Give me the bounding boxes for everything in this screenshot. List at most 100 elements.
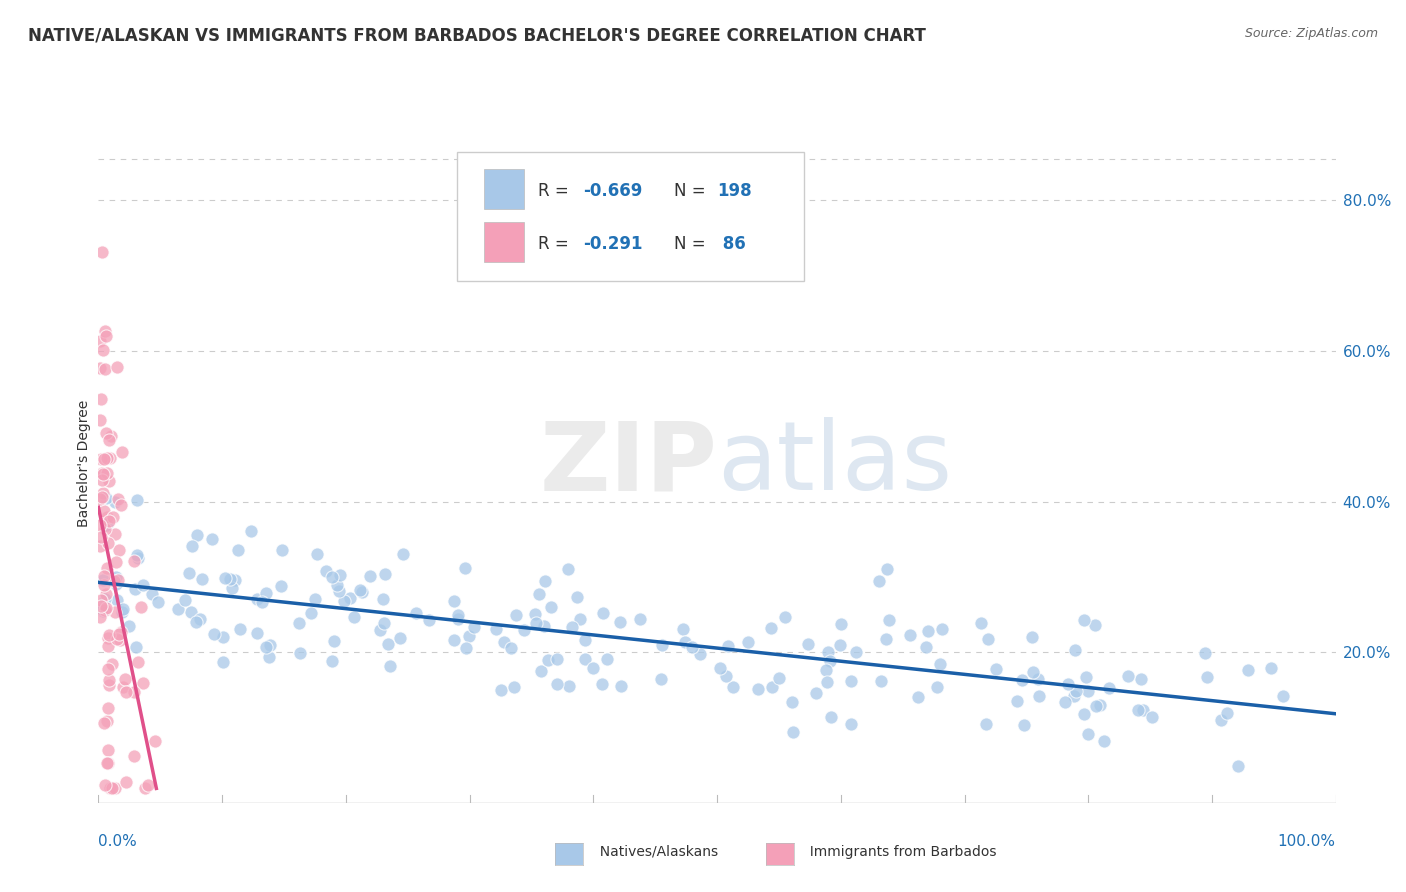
Point <box>288 646 311 660</box>
Point <box>1073 613 1095 627</box>
Point <box>93 504 115 518</box>
Text: Immigrants from Barbados: Immigrants from Barbados <box>801 845 997 859</box>
Bar <box>485 169 524 210</box>
Point <box>325 578 347 592</box>
Point <box>371 591 394 606</box>
Point <box>93 716 115 731</box>
Point <box>90 392 112 407</box>
Point <box>1077 684 1099 698</box>
Point <box>1057 677 1080 691</box>
Point <box>815 674 838 689</box>
Point <box>124 582 146 596</box>
Point <box>1007 693 1029 707</box>
Point <box>114 775 136 789</box>
Point <box>359 569 381 583</box>
Point <box>970 615 993 630</box>
Point <box>628 611 651 625</box>
Point <box>350 585 373 599</box>
Point <box>1026 672 1049 686</box>
Point <box>107 593 129 607</box>
Point <box>533 619 555 633</box>
Point <box>315 564 337 578</box>
Point <box>90 473 112 487</box>
Point <box>108 543 131 558</box>
Text: R =: R = <box>537 235 574 253</box>
Point <box>122 554 145 568</box>
Point <box>505 608 527 623</box>
Point <box>89 610 111 624</box>
Point <box>188 612 211 626</box>
Point <box>1064 642 1087 657</box>
Point <box>93 578 115 592</box>
Point <box>141 587 163 601</box>
Point <box>103 510 125 524</box>
Point <box>228 622 250 636</box>
Point <box>817 645 839 659</box>
Text: R =: R = <box>537 182 574 200</box>
Point <box>761 680 783 694</box>
Point <box>107 573 129 587</box>
Point <box>1211 713 1233 727</box>
Point <box>97 678 120 692</box>
Point <box>651 638 673 652</box>
Point <box>97 756 120 771</box>
Point <box>1088 698 1111 712</box>
Point <box>181 539 204 553</box>
Point <box>1092 734 1115 748</box>
Point <box>591 677 613 691</box>
Point <box>96 491 118 506</box>
Text: -0.669: -0.669 <box>583 182 643 200</box>
Point <box>898 628 921 642</box>
Point <box>100 780 122 795</box>
Point <box>91 490 114 504</box>
Point <box>127 548 149 562</box>
Point <box>1077 726 1099 740</box>
Point <box>104 527 127 541</box>
Point <box>89 360 111 375</box>
Point <box>768 671 790 685</box>
Point <box>454 640 477 655</box>
Point <box>689 647 711 661</box>
Point <box>132 676 155 690</box>
Point <box>328 568 350 582</box>
Point <box>254 586 277 600</box>
Point <box>211 630 233 644</box>
Point <box>107 626 129 640</box>
Point <box>90 601 112 615</box>
Point <box>104 780 127 795</box>
Point <box>492 634 515 648</box>
Point <box>174 593 197 607</box>
Point <box>1022 665 1045 679</box>
Point <box>931 622 953 636</box>
Point <box>374 566 396 581</box>
Point <box>1118 669 1140 683</box>
Point <box>716 669 738 683</box>
Point <box>101 657 124 671</box>
Point <box>1128 703 1150 717</box>
Point <box>98 514 121 528</box>
Point <box>1085 699 1108 714</box>
Point <box>1195 670 1218 684</box>
Point <box>136 779 159 793</box>
Point <box>143 733 166 747</box>
Point <box>540 600 562 615</box>
Point <box>1011 673 1033 688</box>
Point <box>349 583 371 598</box>
Point <box>89 599 111 613</box>
Point <box>114 672 136 686</box>
Point <box>1021 630 1043 644</box>
Point <box>97 742 120 756</box>
Point <box>323 634 346 648</box>
Point <box>190 572 212 586</box>
Point <box>986 662 1008 676</box>
Point <box>132 578 155 592</box>
Point <box>672 622 695 636</box>
Point <box>299 607 322 621</box>
Y-axis label: Bachelor's Degree: Bachelor's Degree <box>77 401 91 527</box>
Point <box>98 434 121 448</box>
Point <box>782 695 804 709</box>
Point <box>1053 696 1076 710</box>
Point <box>134 780 156 795</box>
Point <box>915 640 938 654</box>
Point <box>458 629 481 643</box>
